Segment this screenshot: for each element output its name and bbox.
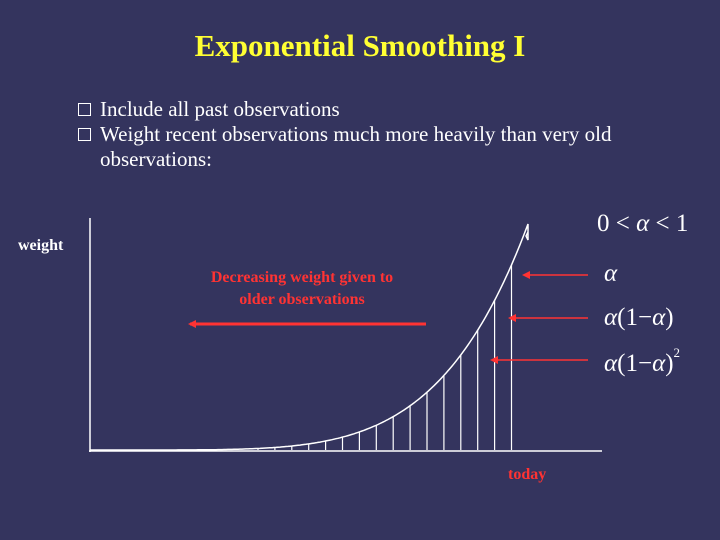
weight-alpha: α: [604, 260, 617, 288]
bullet-text: Weight recent observations much more hea…: [100, 122, 612, 171]
weight-alpha-one-minus-alpha-squared: α(1−α)2: [604, 345, 680, 378]
slide-title: Exponential Smoothing I: [194, 28, 526, 63]
bullet-list: Include all past observations Weight rec…: [78, 97, 638, 172]
alpha-condition: 0 < α < 1: [597, 210, 688, 238]
decreasing-weight-label: Decreasing weight given to older observa…: [210, 269, 394, 308]
weight-alpha-one-minus-alpha: α(1−α): [604, 304, 674, 332]
factor-close: ): [665, 304, 674, 331]
alpha-symbol: α: [604, 350, 618, 377]
today-label: today: [508, 466, 547, 483]
alpha-symbol: α: [604, 304, 618, 331]
exponential-curve: [90, 223, 529, 451]
factor-open: (1−: [617, 304, 653, 331]
factor-close: ): [665, 350, 674, 377]
condition-alpha: α: [636, 210, 650, 237]
alpha-symbol: α: [604, 260, 618, 287]
arrows: [188, 271, 588, 364]
condition-upper: 1: [675, 210, 689, 237]
axes: [89, 218, 602, 452]
exponent: 2: [673, 345, 681, 360]
square-bullet-icon: [78, 103, 91, 116]
factor-open: (1−: [617, 350, 653, 377]
weight-bars: [257, 264, 513, 450]
condition-lt: <: [655, 210, 670, 237]
square-bullet-icon: [78, 128, 91, 141]
alpha-symbol: α: [652, 350, 666, 377]
condition-lt: <: [615, 210, 630, 237]
y-axis-label: weight: [18, 237, 64, 254]
bullet-item: Include all past observations: [78, 97, 638, 122]
alpha-symbol: α: [652, 304, 666, 331]
bullet-item: Weight recent observations much more hea…: [78, 122, 638, 172]
bullet-text: Include all past observations: [100, 97, 340, 121]
condition-lower: 0: [597, 210, 610, 237]
